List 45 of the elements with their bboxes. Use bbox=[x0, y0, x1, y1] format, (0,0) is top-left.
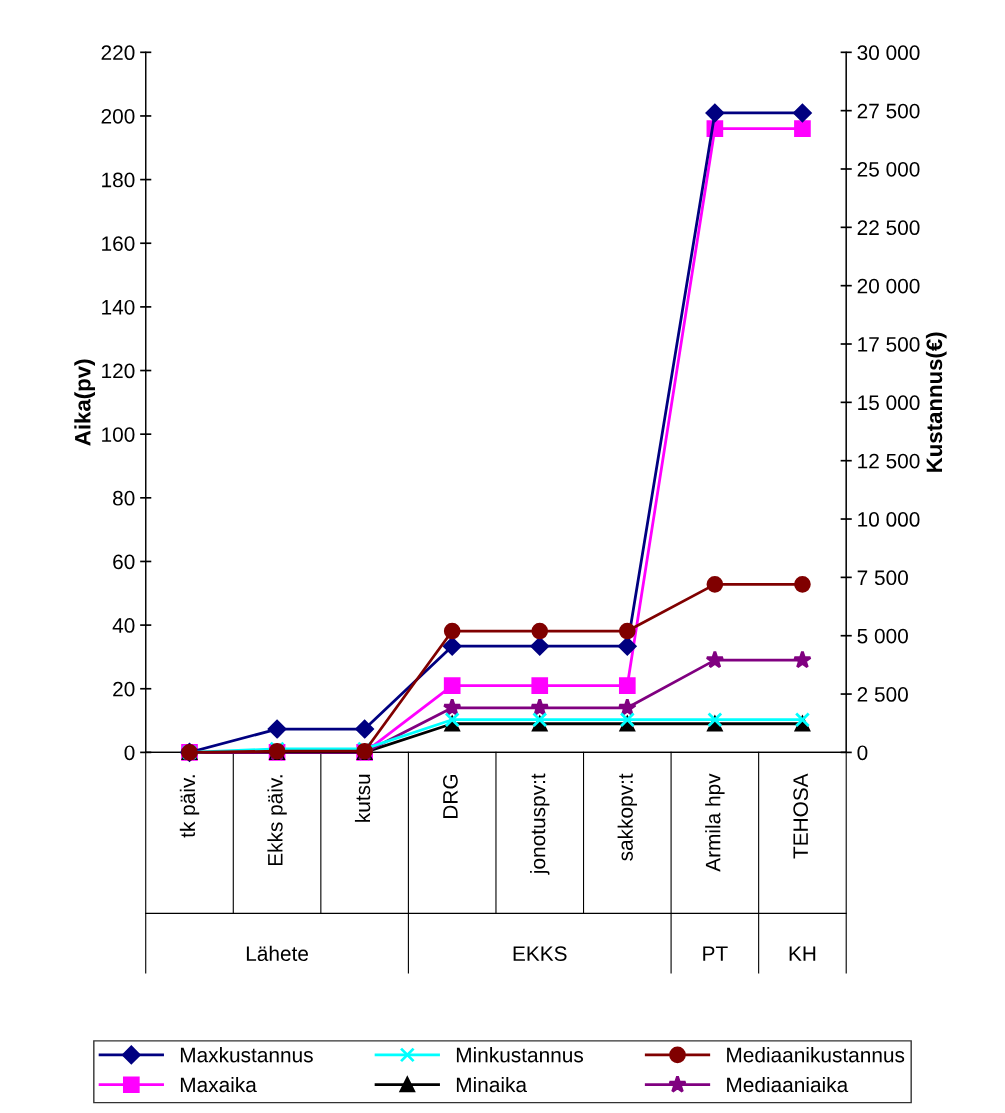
legend-label: Maxkustannus bbox=[180, 1047, 313, 1063]
text: KH bbox=[789, 946, 816, 961]
y2-tick-label: 27 500 bbox=[857, 103, 920, 119]
text: PT bbox=[703, 946, 728, 961]
y2-tick-label: 30 000 bbox=[857, 45, 920, 61]
y-tick-label: 180 bbox=[102, 172, 135, 188]
y-tick-label: 100 bbox=[102, 427, 135, 442]
legend-label: Minkustannus bbox=[456, 1047, 584, 1063]
text: EKKS bbox=[513, 946, 567, 961]
y-tick-label: 40 bbox=[112, 618, 135, 633]
x-tick-label: TEHOSA bbox=[793, 773, 809, 859]
y2-axis-title: Kustannus(€) bbox=[925, 332, 947, 472]
x-tick-label: Armila hpv bbox=[705, 773, 725, 872]
y2-tick-label: 5 000 bbox=[857, 628, 908, 644]
y2-tick-label: 7 500 bbox=[857, 570, 908, 586]
y-tick-label: 0 bbox=[124, 745, 135, 761]
x-tick-label: DRG bbox=[443, 774, 458, 818]
y2-tick-label: 10 000 bbox=[858, 512, 920, 527]
y-axis-title: Aika(pv) bbox=[74, 359, 95, 446]
y2-tick-label: 22 500 bbox=[857, 220, 920, 236]
legend-label: Mediaaniaika bbox=[727, 1076, 849, 1093]
y2-tick-label: 17 500 bbox=[858, 337, 920, 352]
y2-tick-label: 20 000 bbox=[857, 278, 920, 294]
legend-label: Maxaika bbox=[180, 1076, 257, 1093]
y-tick-label: 160 bbox=[102, 236, 135, 251]
x-tick-label: Ekks päiv. bbox=[267, 775, 287, 866]
y2-tick-label: 15 000 bbox=[858, 395, 920, 411]
y2-tick-label: 25 000 bbox=[857, 161, 920, 177]
x-tick-label: jonotuspv:t bbox=[530, 773, 550, 875]
y2-tick-label: 2 500 bbox=[857, 687, 908, 702]
y-tick-label: 220 bbox=[101, 45, 135, 61]
y-tick-label: 20 bbox=[113, 681, 135, 697]
y-tick-label: 80 bbox=[113, 490, 135, 506]
y2-tick-label: 0 bbox=[857, 745, 868, 761]
x-tick-label: kutsu bbox=[354, 774, 371, 822]
y-tick-label: 140 bbox=[102, 299, 135, 315]
legend-label: Mediaanikustannus bbox=[727, 1047, 905, 1063]
y-tick-label: 120 bbox=[102, 363, 135, 379]
legend-label: Minaika bbox=[456, 1076, 528, 1093]
y2-tick-label: 12 500 bbox=[858, 453, 920, 469]
x-tick-label: sakkopv:t bbox=[617, 773, 638, 861]
x-tick-label: tk päiv. bbox=[179, 775, 200, 838]
y-tick-label: 60 bbox=[113, 554, 135, 570]
text: Lähete bbox=[246, 945, 308, 961]
y-tick-label: 200 bbox=[101, 108, 135, 124]
